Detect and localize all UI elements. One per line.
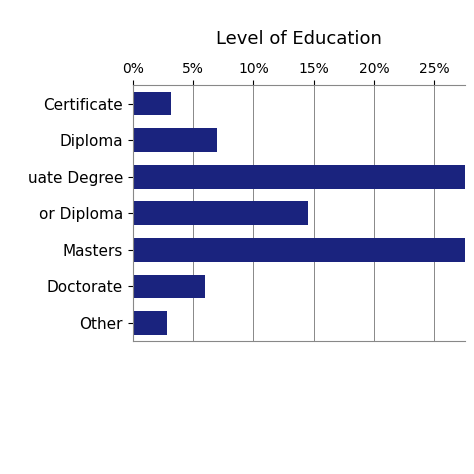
Bar <box>133 274 205 298</box>
Bar <box>133 128 217 152</box>
Title: Level of Education: Level of Education <box>216 30 382 48</box>
Bar <box>133 311 166 335</box>
Bar <box>133 92 171 116</box>
Bar <box>133 165 474 189</box>
Bar <box>133 201 308 225</box>
Bar <box>133 238 474 262</box>
